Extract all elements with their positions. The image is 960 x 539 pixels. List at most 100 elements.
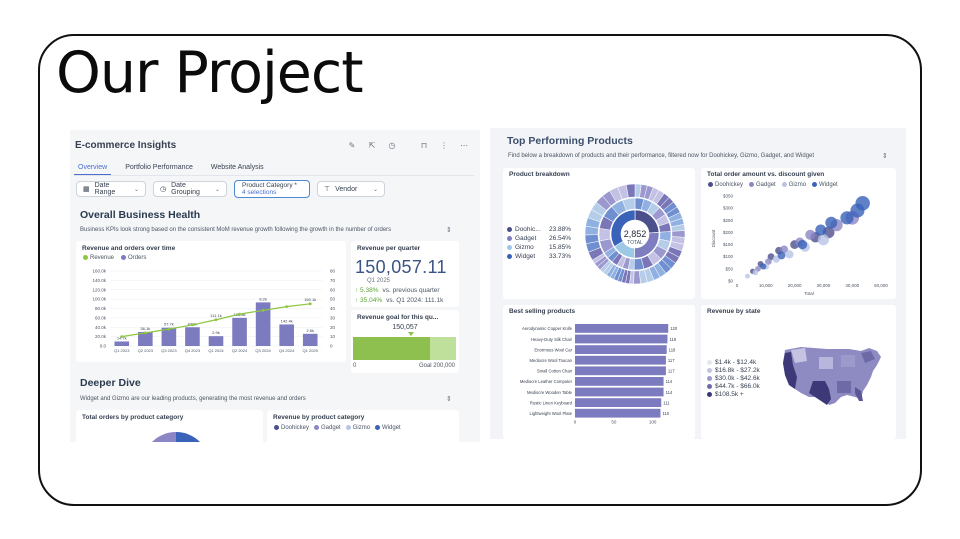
scroll-icon[interactable]: ⇕ bbox=[446, 227, 452, 234]
best-selling-bar bbox=[575, 366, 666, 376]
x-tick-label: Q3 2024 bbox=[255, 348, 271, 353]
bookmark-icon[interactable]: ⊓ bbox=[420, 141, 428, 150]
line-data-label: 150.1k bbox=[304, 297, 316, 302]
orders-bar bbox=[279, 324, 294, 346]
orders-bar bbox=[302, 333, 318, 346]
revenue-point bbox=[214, 318, 218, 322]
history-icon[interactable]: ◷ bbox=[388, 141, 396, 150]
vendor-filter[interactable]: ⊤ Vendor ⌄ bbox=[317, 181, 385, 197]
tab-website-analysis[interactable]: Website Analysis bbox=[210, 164, 264, 171]
bar-data-label: 142.4k bbox=[281, 318, 293, 323]
state-midwest bbox=[841, 355, 855, 367]
rpq-row-yoy: ↑ 35.04% vs. Q1 2024: 111.1k bbox=[355, 297, 444, 304]
sunburst-middle-slice bbox=[598, 228, 611, 242]
bar-data-label: 114 bbox=[666, 390, 673, 395]
tag-icon: ⊤ bbox=[324, 186, 331, 193]
clock-icon: ◷ bbox=[160, 186, 167, 193]
y-tick-label: $0 bbox=[728, 279, 734, 284]
tab-overview[interactable]: Overview bbox=[74, 164, 112, 175]
legend-gizmo: Gizmo bbox=[781, 182, 806, 188]
y2-tick-label: 0 bbox=[330, 344, 333, 349]
slide-title: Our Project bbox=[56, 40, 364, 106]
x-tick-label: Q1 2025 bbox=[303, 348, 319, 353]
scatter-point bbox=[797, 239, 808, 250]
dashboard-tabs: Overview Portfolio Performance Website A… bbox=[74, 164, 268, 175]
legend-gizmo: Gizmo 15.85% bbox=[507, 243, 579, 252]
legend-bin-2: $16.8k - $27.2k bbox=[707, 366, 760, 374]
legend-gizmo: Gizmo bbox=[345, 425, 370, 431]
vendor-label: Vendor bbox=[335, 185, 358, 193]
scroll-icon[interactable]: ⇕ bbox=[446, 396, 452, 403]
date-range-label: Date Range bbox=[94, 182, 116, 196]
donut-slice-widget bbox=[176, 432, 200, 442]
y-tick-label: 120.0k bbox=[92, 287, 106, 292]
best-selling-bar bbox=[575, 324, 669, 333]
scatter-point bbox=[780, 245, 789, 254]
bar-category-label: Mediocre Wooden Table bbox=[527, 390, 573, 395]
sunburst-inner-slice bbox=[610, 209, 636, 247]
bar-category-label: Lightweight Wool Plate bbox=[529, 411, 572, 416]
y-tick-label: 140.0k bbox=[92, 278, 106, 283]
y-tick-label: 160.0k bbox=[92, 269, 106, 274]
orders-by-category-donut bbox=[152, 432, 200, 442]
bar-data-label: 36.1k bbox=[140, 326, 150, 331]
bar-data-label: 110 bbox=[662, 411, 669, 416]
legend-doohickey: Doohickey bbox=[708, 182, 743, 188]
revenue-by-state-title: Revenue by state bbox=[707, 308, 761, 315]
best-selling-card: Best selling products Aerodynamic Copper… bbox=[503, 305, 695, 439]
state-northwest bbox=[791, 348, 807, 363]
x-tick-label: Q1 2023 bbox=[114, 348, 130, 353]
dashboard-title: E-commerce Insights bbox=[75, 140, 177, 151]
y-tick-label: 0.0 bbox=[100, 344, 107, 349]
state-texas bbox=[809, 381, 831, 405]
y2-tick-label: 20 bbox=[330, 325, 336, 330]
revenue-orders-title: Revenue and orders over time bbox=[82, 245, 176, 252]
revenue-by-category-card: Revenue by product category Doohickey Ga… bbox=[267, 410, 459, 442]
calendar-icon: ▦ bbox=[83, 186, 90, 193]
bar-category-label: Aerodynamic Copper Knife bbox=[522, 326, 573, 331]
orders-by-category-card: Total orders by product category bbox=[76, 410, 263, 442]
bar-category-label: Rustic Linen Keyboard bbox=[530, 400, 573, 405]
scatter-point bbox=[817, 234, 829, 246]
bar-category-label: Mediocre Wool Toucan bbox=[530, 358, 573, 363]
more-icon[interactable]: ⋯ bbox=[460, 141, 468, 150]
revenue-point bbox=[261, 308, 265, 312]
legend-revenue: Revenue bbox=[83, 255, 114, 261]
rpq-row-previous: ↑ 5.38% vs. previous quarter bbox=[355, 287, 440, 294]
scatter-point bbox=[815, 224, 827, 236]
scatter-point bbox=[825, 216, 838, 229]
info-icon[interactable]: ⋮ bbox=[440, 141, 448, 150]
best-selling-bar bbox=[575, 355, 666, 365]
bar-data-label: 57.7k bbox=[164, 322, 174, 327]
date-range-filter[interactable]: ▦ Date Range ⌄ bbox=[76, 181, 146, 197]
donut-slice-gadget bbox=[152, 432, 176, 442]
share-icon[interactable]: ⇱ bbox=[368, 141, 376, 150]
bar-category-label: Mediocre Leather Computer bbox=[520, 379, 573, 384]
rpq-title: Revenue per quarter bbox=[357, 245, 421, 252]
dashboard-toolbar: ✎ ⇱ ◷ ⊓ ⋮ ⋯ bbox=[347, 141, 469, 150]
revenue-by-category-legend: Doohickey Gadget Gizmo Widget bbox=[274, 425, 401, 431]
state-florida bbox=[855, 387, 863, 401]
revenue-orders-card: Revenue and orders over time Revenue Ord… bbox=[76, 241, 346, 362]
scatter-point bbox=[765, 258, 772, 265]
y-tick-label: $50 bbox=[725, 266, 733, 271]
y2-tick-label: 10 bbox=[330, 334, 336, 339]
product-category-label: Product Category * bbox=[242, 181, 297, 189]
tab-portfolio-performance[interactable]: Portfolio Performance bbox=[125, 164, 193, 171]
date-grouping-filter[interactable]: ◷ Date Grouping ⌄ bbox=[153, 181, 227, 197]
legend-gadget: Gadget bbox=[314, 425, 341, 431]
revenue-point bbox=[167, 327, 171, 331]
edit-icon[interactable]: ✎ bbox=[348, 141, 356, 150]
scroll-icon[interactable]: ⇕ bbox=[882, 153, 888, 160]
x-tick-label: Q1 2024 bbox=[208, 348, 224, 353]
scatter-point bbox=[760, 263, 767, 270]
goal-value: 150,057 bbox=[392, 324, 418, 331]
goal-fill bbox=[353, 337, 431, 360]
x-tick-label: Q4 2024 bbox=[279, 348, 295, 353]
product-category-filter[interactable]: Product Category * 4 selections bbox=[234, 180, 310, 198]
order-vs-discount-card: Total order amount vs. discount given Do… bbox=[701, 168, 896, 299]
sunburst-middle-slice bbox=[622, 197, 636, 211]
y2-tick-label: 50 bbox=[330, 297, 336, 302]
x-tick-label: Q4 2023 bbox=[185, 348, 201, 353]
legend-bin-4: $44.7k - $66.0k bbox=[707, 382, 760, 390]
